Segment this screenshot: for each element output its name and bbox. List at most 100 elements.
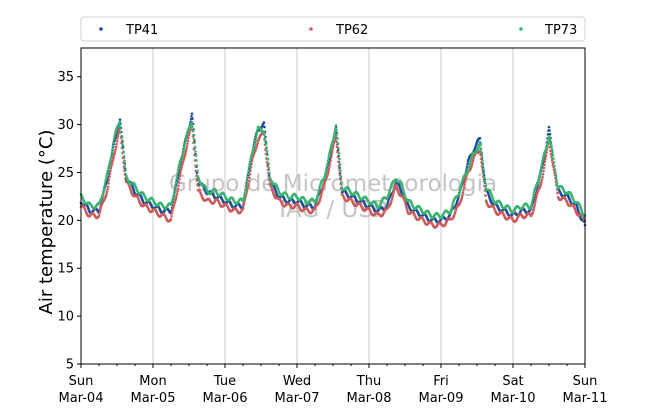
data-point: [461, 191, 465, 195]
x-tick-label-date: Mar-11: [563, 391, 608, 406]
data-point: [171, 209, 174, 213]
data-point: [480, 154, 484, 158]
data-point: [545, 144, 549, 147]
data-point: [107, 166, 110, 170]
data-point: [256, 128, 259, 131]
data-point: [337, 152, 341, 155]
data-point: [540, 161, 544, 165]
data-point: [401, 185, 404, 189]
data-point: [267, 166, 271, 170]
data-point: [462, 186, 466, 189]
y-tick-label: 5: [66, 358, 74, 373]
data-point: [479, 143, 482, 147]
data-point: [266, 157, 270, 161]
data-point: [265, 146, 268, 149]
data-point: [113, 152, 116, 155]
data-point: [108, 160, 112, 164]
data-point: [324, 172, 327, 175]
data-point: [325, 167, 328, 171]
x-tick-label-day: Sun: [573, 374, 598, 389]
data-point: [318, 186, 321, 190]
data-point: [107, 164, 111, 168]
data-point: [386, 202, 389, 206]
data-point: [531, 198, 534, 202]
data-point: [172, 194, 175, 198]
data-point: [105, 190, 109, 193]
data-point: [392, 191, 395, 194]
data-point: [331, 147, 334, 150]
data-point: [108, 175, 111, 178]
data-point: [463, 183, 466, 187]
data-point: [123, 164, 127, 167]
legend-marker: [519, 27, 523, 31]
data-point: [482, 172, 486, 175]
data-point: [336, 148, 340, 152]
data-point: [243, 191, 247, 195]
data-point: [539, 182, 543, 186]
data-point: [175, 194, 178, 198]
x-tick-label-day: Wed: [283, 374, 311, 389]
data-point: [105, 192, 108, 196]
data-point: [249, 166, 253, 169]
data-point: [478, 140, 482, 144]
data-point: [193, 145, 197, 149]
data-point: [242, 204, 245, 208]
legend: TP41 TP62 TP73: [80, 16, 586, 42]
data-point: [184, 139, 187, 142]
data-point: [542, 169, 545, 173]
data-point: [185, 145, 189, 148]
data-point: [111, 158, 115, 162]
y-tick-label: 30: [57, 118, 74, 133]
data-point: [546, 140, 550, 143]
data-point: [115, 139, 119, 143]
data-point: [111, 160, 114, 164]
data-point: [327, 169, 330, 173]
data-point: [339, 169, 342, 172]
data-points: [79, 112, 587, 229]
data-point: [543, 163, 546, 167]
data-point: [107, 182, 110, 185]
data-point: [538, 173, 542, 176]
data-point: [247, 182, 250, 186]
data-point: [173, 187, 177, 191]
data-point: [175, 192, 179, 196]
data-point: [250, 162, 253, 166]
data-point: [463, 180, 467, 184]
data-point: [184, 151, 187, 155]
data-point: [532, 208, 535, 212]
data-point: [111, 144, 115, 148]
data-point: [326, 159, 330, 162]
data-point: [115, 142, 118, 146]
y-tick-label: 20: [57, 214, 74, 229]
y-tick-label: 10: [57, 310, 74, 325]
data-point: [550, 155, 553, 159]
data-point: [110, 164, 113, 168]
data-point: [118, 120, 122, 124]
data-point: [190, 115, 193, 118]
data-point: [104, 177, 108, 180]
data-point: [404, 202, 407, 205]
data-point: [468, 163, 471, 167]
data-point: [530, 204, 533, 207]
axes: Sun Mar-04 Mon Mar-05 Tue Mar-06 Wed Mar-07 Thu M…: [57, 70, 607, 406]
data-point: [101, 192, 105, 195]
legend-box: [80, 16, 586, 42]
data-point: [245, 179, 249, 183]
x-tick-label-day: Thu: [356, 374, 381, 389]
data-point: [480, 150, 483, 154]
data-point: [546, 142, 549, 145]
data-point: [532, 206, 536, 210]
data-point: [245, 182, 248, 186]
data-point: [180, 164, 184, 167]
data-point: [550, 148, 554, 151]
data-point: [317, 190, 320, 194]
data-point: [186, 139, 190, 143]
data-point: [183, 144, 186, 148]
data-point: [113, 135, 116, 138]
data-point: [110, 151, 114, 154]
data-point: [328, 162, 332, 166]
data-point: [482, 167, 485, 171]
data-point: [555, 179, 558, 182]
data-point: [319, 194, 323, 198]
data-point: [248, 160, 252, 163]
